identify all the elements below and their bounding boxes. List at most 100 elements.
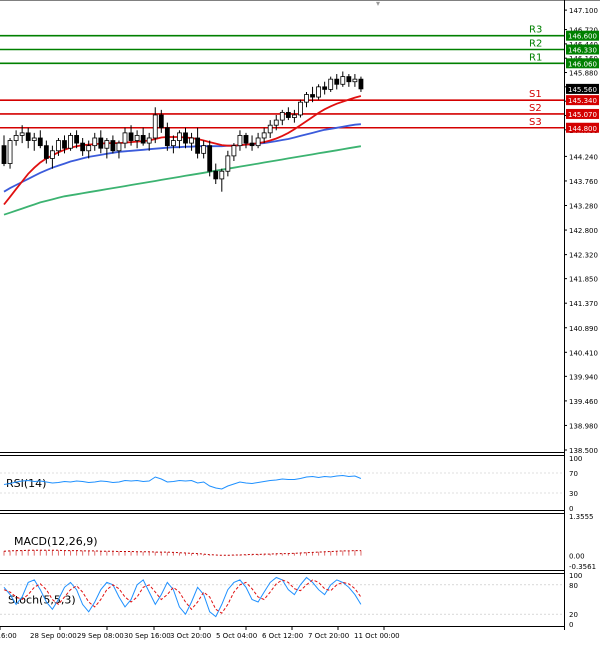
macd-pane-tick-label: -0.3561	[569, 563, 596, 571]
candle-body	[134, 135, 140, 141]
candle-body	[50, 150, 55, 159]
candle-body	[74, 135, 79, 144]
candle-body	[86, 145, 92, 152]
stoch-pane-title: Stoch(5,5,3)	[8, 594, 76, 607]
time-tick-label: 27 Sep 16:00	[0, 632, 17, 640]
price-tick-label: 138.980	[569, 422, 598, 430]
candle-body	[98, 137, 104, 149]
level-label-r2: R2	[529, 39, 542, 50]
candle-body	[164, 127, 170, 147]
candle-body	[328, 78, 334, 90]
time-tick-label: 11 Oct 00:00	[354, 632, 400, 640]
level-value-label: 145.340	[568, 97, 597, 105]
price-tick-label: 146.720	[569, 27, 598, 35]
price-tick-label: 142.800	[569, 227, 598, 235]
candle-body	[31, 137, 37, 141]
macd-signal-line	[3, 549, 361, 556]
macd-pane-tick-label: 1.3555	[569, 513, 594, 521]
candle-body	[80, 142, 86, 152]
macd-pane: MACD(12,26,9) 1.3555 0.00 -0.3561	[3, 513, 596, 571]
macd-pane-tick-label: 0.00	[569, 553, 585, 561]
level-label-r3: R3	[529, 25, 542, 36]
time-tick-label: 6 Oct 12:00	[262, 632, 303, 640]
candle-body	[195, 137, 201, 154]
price-tick-label: 143.280	[569, 203, 598, 211]
candle-body	[140, 135, 146, 144]
candle-body	[279, 112, 285, 121]
candle-body	[170, 140, 176, 147]
candle-body	[92, 137, 98, 147]
price-tick-label: 141.370	[569, 300, 598, 308]
level-label-s2: S2	[529, 103, 542, 114]
level-label-r1: R1	[529, 52, 542, 63]
window-control-icon: ▾	[376, 0, 380, 8]
level-value-tag	[566, 30, 599, 41]
level-value-label: 146.600	[568, 33, 597, 41]
candle-body	[189, 137, 194, 144]
candle-body	[298, 101, 303, 116]
candle-body	[322, 86, 328, 90]
level-value-label: 144.800	[568, 125, 597, 133]
current-price-label: 145.560	[568, 86, 597, 94]
candle-body	[110, 140, 116, 152]
candle-body	[213, 170, 219, 180]
time-tick-label: 7 Oct 20:00	[308, 632, 349, 640]
candle-body	[19, 132, 25, 136]
rsi-line	[3, 474, 362, 490]
rsi-pane-tick-label: 0	[569, 505, 573, 513]
ma-slow-line	[3, 145, 362, 216]
level-value-label: 146.060	[568, 60, 597, 68]
candle-body	[13, 135, 19, 141]
candle-body	[346, 76, 352, 83]
level-value-label: 146.330	[568, 47, 597, 55]
candle-body	[310, 94, 315, 98]
price-tick-label: 139.460	[569, 398, 598, 406]
stoch-pane-tick-label: 20	[569, 611, 578, 619]
level-value-tag	[566, 108, 599, 119]
rsi-pane-tick-label: 100	[569, 455, 582, 463]
price-tick-label: 138.500	[569, 447, 598, 455]
time-tick-label: 3 Oct 20:00	[170, 632, 211, 640]
price-tick-label: 145.880	[569, 70, 598, 78]
candle-body	[219, 170, 225, 180]
time-tick-label: 29 Sep 08:00	[77, 632, 124, 640]
candle-body	[316, 86, 322, 98]
candle-body	[243, 135, 249, 144]
stoch-pane-tick-label: 0	[569, 621, 573, 629]
candle-body	[207, 145, 213, 172]
time-tick-label: 28 Sep 00:00	[30, 632, 77, 640]
level-value-tag	[566, 122, 599, 133]
level-value-tag	[566, 44, 599, 55]
stoch-main-line	[3, 576, 362, 618]
rsi-pane: RSI(14) 100 70 30 0	[0, 455, 582, 513]
candle-body	[291, 114, 297, 118]
candle-body	[249, 142, 255, 147]
level-value-label: 145.070	[568, 111, 597, 119]
pivot-levels: R3 146.600 R2 146.330 R1 146.060 S1 145.340 S2 14…	[0, 25, 599, 133]
level-value-tag	[566, 95, 599, 106]
macd-pane-title: MACD(12,26,9)	[14, 535, 98, 548]
candle-body	[56, 140, 61, 152]
ma-mid-line	[3, 123, 361, 193]
candle-body	[152, 114, 158, 139]
candle-body	[128, 132, 134, 141]
candle-body	[62, 140, 67, 149]
candle-body	[273, 119, 279, 126]
candle-body	[146, 137, 152, 144]
candle-body	[158, 114, 164, 129]
stoch-signal-line	[3, 579, 362, 614]
candle-body	[358, 78, 364, 90]
level-value-tag	[566, 58, 599, 69]
stoch-pane-tick-label: 100	[569, 572, 582, 580]
candle-body	[261, 132, 267, 139]
moving-averages	[3, 95, 362, 216]
candle-body	[1, 145, 7, 164]
candle-body	[25, 132, 31, 141]
price-tick-label: 147.100	[569, 7, 598, 15]
candle-body	[104, 140, 110, 149]
candle-body	[37, 137, 43, 147]
rsi-pane-tick-label: 30	[569, 490, 578, 498]
price-tick-label: 140.410	[569, 349, 598, 357]
